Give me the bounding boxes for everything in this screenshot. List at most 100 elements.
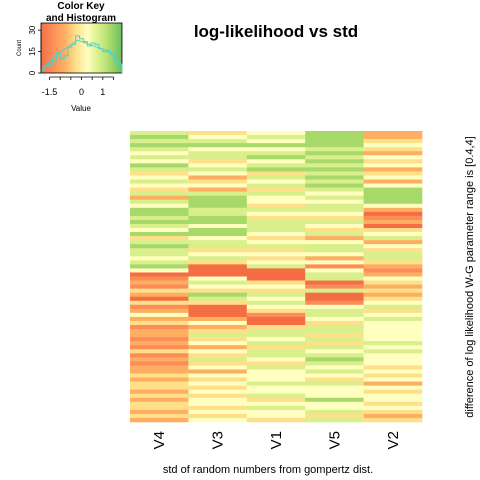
- heatmap-cell: [188, 304, 248, 310]
- heatmap-cell: [246, 325, 306, 330]
- heatmap-cell: [130, 179, 189, 184]
- chart-title: log-likelihood vs std: [194, 22, 358, 41]
- heatmap-cell: [246, 191, 306, 196]
- heatmap-cell: [188, 329, 248, 334]
- heatmap-cell: [130, 409, 189, 415]
- heatmap-cell: [305, 219, 364, 225]
- heatmap-cell: [246, 288, 306, 293]
- heatmap-cell: [130, 228, 189, 233]
- heatmap-cell: [130, 264, 189, 269]
- heatmap-cell: [188, 268, 248, 273]
- heatmap-cell: [246, 256, 306, 261]
- heatmap-cell: [188, 151, 248, 156]
- heatmap-cell: [305, 244, 364, 249]
- heatmap-cell: [363, 268, 423, 273]
- heatmap-cell: [188, 353, 248, 358]
- heatmap-cell: [130, 183, 189, 188]
- color-key-ylabel: Count: [17, 40, 23, 56]
- heatmap-cell: [188, 207, 248, 213]
- heatmap-cell: [363, 320, 423, 326]
- color-key-x-axis: -1.5 0 1: [42, 76, 114, 97]
- color-key-subtitle: and Histogram: [46, 13, 116, 24]
- heatmap-cell: [246, 316, 306, 322]
- heatmap-cell: [188, 163, 248, 168]
- heatmap-cell: [305, 191, 364, 196]
- heatmap-cell: [130, 385, 189, 390]
- heatmap-cell: [363, 207, 423, 213]
- heatmap-cell: [130, 365, 189, 370]
- heatmap-cell: [188, 175, 248, 180]
- heatmap-cell: [305, 320, 364, 326]
- heatmap-cell: [130, 199, 189, 205]
- heatmap-cell: [305, 353, 364, 358]
- heatmap-cell: [246, 131, 306, 136]
- heatmap-cell: [363, 256, 423, 261]
- heatmap-cell: [305, 417, 364, 423]
- heatmap-cell: [188, 248, 248, 253]
- heatmap-cell: [188, 333, 248, 338]
- heatmap-cell: [305, 361, 364, 366]
- heatmap-cell: [246, 413, 306, 419]
- heatmap-cell: [246, 252, 306, 257]
- heatmap-cell: [130, 167, 189, 172]
- heatmap-cell: [305, 276, 364, 281]
- heatmap-cell: [363, 199, 423, 205]
- heatmap-cell: [363, 232, 423, 237]
- heatmap-cell: [130, 413, 189, 419]
- heatmap-cell: [188, 401, 248, 407]
- heatmap-cell: [246, 207, 306, 213]
- heatmap-cell: [363, 405, 423, 411]
- heatmap-cell: [130, 361, 189, 366]
- heatmap-cell: [246, 312, 306, 318]
- heatmap-cell: [363, 223, 423, 229]
- heatmap-cell: [305, 397, 364, 403]
- heatmap-cell: [363, 292, 423, 298]
- heatmap-cell: [305, 211, 364, 217]
- heatmap-cell: [130, 268, 189, 273]
- heatmap-cell: [305, 345, 364, 350]
- heatmap-cell: [246, 195, 306, 201]
- heatmap-cell: [130, 143, 189, 148]
- heatmap-cell: [246, 187, 306, 192]
- heatmap-cell: [130, 151, 189, 156]
- heatmap-cell: [246, 389, 306, 395]
- heatmap-cell: [305, 284, 364, 289]
- heatmap-cell: [246, 333, 306, 338]
- heatmap-cell: [246, 175, 306, 180]
- heatmap-cell: [363, 401, 423, 407]
- color-key-y-axis: 0 15 30: [28, 25, 42, 75]
- heatmap-cell: [188, 409, 248, 415]
- heatmap-cell: [305, 207, 364, 213]
- heatmap-cell: [363, 308, 423, 314]
- heatmap-cell: [305, 357, 364, 362]
- heatmap-cell: [305, 236, 364, 241]
- heatmap-cell: [363, 175, 423, 180]
- heatmap-cell: [246, 365, 306, 370]
- heatmap-cell: [363, 139, 423, 144]
- heatmap-cell: [363, 312, 423, 318]
- heatmap-cell: [305, 272, 364, 277]
- heatmap-cell: [130, 288, 189, 293]
- heatmap-cell: [188, 308, 248, 314]
- heatmap-cell: [363, 167, 423, 172]
- heatmap-cell: [305, 401, 364, 407]
- heatmap-cell: [130, 389, 189, 395]
- heatmap-cell: [130, 175, 189, 180]
- heatmap-cell: [305, 405, 364, 411]
- heatmap-cell: [188, 316, 248, 322]
- heatmap-cell: [363, 143, 423, 148]
- heatmap-cell: [246, 272, 306, 277]
- heatmap-cell: [188, 365, 248, 370]
- heatmap-cell: [130, 417, 189, 423]
- heatmap-cell: [246, 163, 306, 168]
- heatmap-cell: [188, 288, 248, 293]
- heatmap-cell: [188, 312, 248, 318]
- heatmap-cell: [246, 167, 306, 172]
- color-key-title: Color Key: [57, 1, 105, 12]
- color-key-x-tick: -1.5: [42, 87, 58, 97]
- heatmap-cell: [188, 280, 248, 285]
- color-key-density-line: [40, 39, 123, 70]
- heatmap-cell: [130, 349, 189, 354]
- heatmap-cell: [130, 195, 189, 201]
